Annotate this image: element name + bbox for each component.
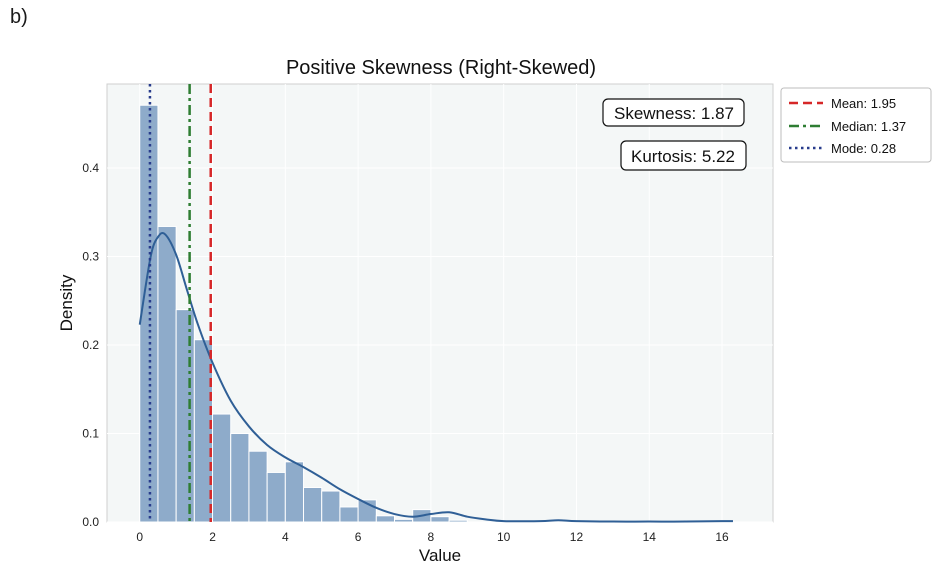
skewness-box-frame [602, 98, 745, 127]
chart-title: Positive Skewness (Right-Skewed) [286, 57, 596, 79]
skewness-box: Skewness: 1.87 [602, 98, 745, 127]
x-tick-label: 14 [643, 530, 657, 544]
y-tick-label: 0.1 [82, 427, 99, 441]
histogram-bar [266, 471, 286, 523]
histogram-bar [321, 490, 341, 523]
y-tick-label: 0.2 [82, 338, 99, 352]
histogram-bar [212, 413, 232, 523]
legend-label-mean: Mean: 1.95 [831, 96, 896, 111]
x-tick-label: 2 [209, 530, 216, 544]
histogram-bar [394, 518, 414, 523]
histogram-bar [339, 506, 359, 523]
histogram-bar [303, 486, 323, 523]
histogram-bar [375, 515, 396, 523]
kurtosis-text: Kurtosis: 5.22 [631, 147, 735, 166]
histogram-bar [175, 309, 195, 523]
histogram-bar [230, 433, 250, 523]
x-tick-label: 0 [136, 530, 143, 544]
gridlines [107, 84, 773, 523]
legend-frame [780, 87, 932, 163]
x-axis-label: Value [419, 546, 461, 565]
x-tick-label: 8 [428, 530, 435, 544]
histogram-bar [448, 519, 468, 523]
histogram-bar [157, 225, 177, 523]
kde-curve [138, 231, 733, 523]
reference-lines [148, 84, 212, 522]
y-tick-label: 0.3 [82, 250, 99, 264]
y-axis-label: Density [57, 274, 76, 331]
legend-label-mode: Mode: 0.28 [831, 141, 896, 156]
legend: Mean: 1.95 Median: 1.37 Mode: 0.28 [780, 87, 932, 163]
x-tick-label: 16 [715, 530, 729, 544]
x-tick-label: 10 [497, 530, 511, 544]
skewness-text: Skewness: 1.87 [614, 104, 734, 123]
kurtosis-box-frame [620, 140, 747, 171]
kurtosis-box: Kurtosis: 5.22 [620, 140, 747, 171]
x-tick-label: 6 [355, 530, 362, 544]
x-tick-label: 4 [282, 530, 289, 544]
histogram-bar [430, 516, 450, 523]
x-tick-label: 12 [570, 530, 584, 544]
y-tick-label: 0.4 [82, 161, 99, 175]
histogram-bar [248, 450, 268, 523]
legend-label-median: Median: 1.37 [831, 119, 906, 134]
y-axis-ticks: 0.0 0.1 0.2 0.3 0.4 [82, 161, 99, 529]
histogram-bar [284, 461, 305, 523]
x-axis-ticks: 0 2 4 6 8 10 12 14 16 [136, 530, 729, 544]
y-tick-label: 0.0 [82, 515, 99, 529]
panel-label: b) [10, 6, 28, 28]
